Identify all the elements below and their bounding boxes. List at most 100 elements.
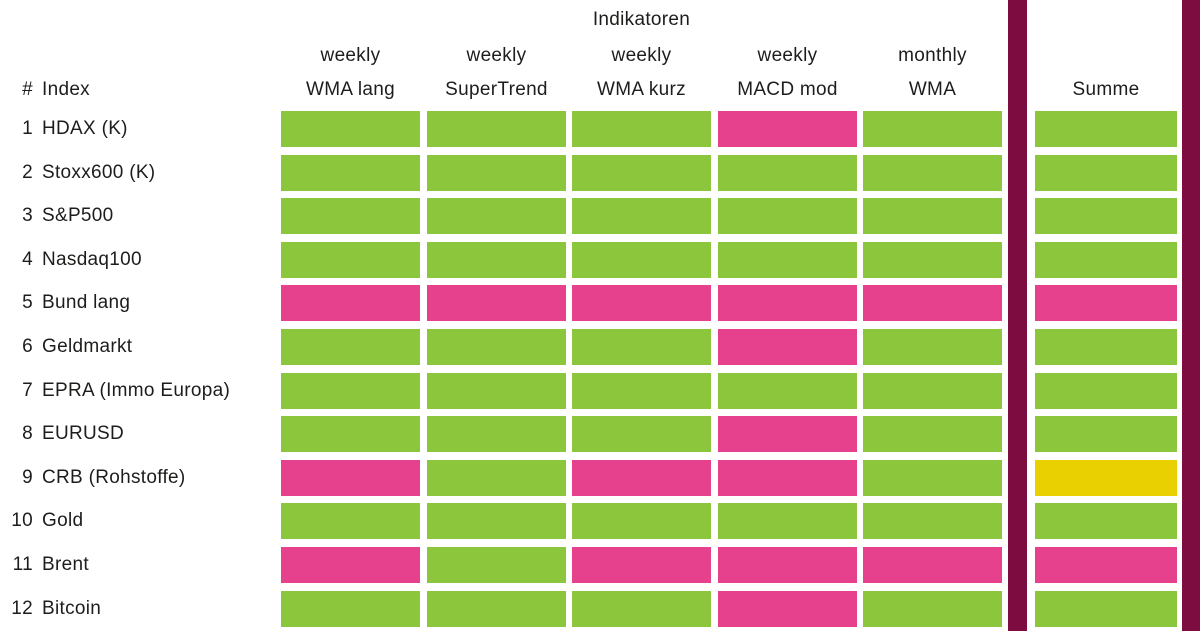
signal-cell-monthly-wma <box>863 590 1002 627</box>
row-index-name: Bitcoin <box>42 597 102 619</box>
signal-cell-macd-mod <box>718 547 857 583</box>
row-number: 11 <box>12 554 33 575</box>
row-number: 1 <box>22 118 33 139</box>
table-row: 11 Brent <box>0 547 1200 583</box>
signal-cell-wma-lang <box>281 459 420 496</box>
signal-cell-supertrend <box>427 590 566 627</box>
signal-cell-wma-lang <box>281 198 420 235</box>
col-header-supertrend: SuperTrend <box>445 79 548 100</box>
row-label: 2 Stoxx600 (K) <box>0 155 155 191</box>
summe-cell <box>1035 590 1177 627</box>
col-period-wma-lang: weekly <box>320 45 381 66</box>
summe-cell <box>1035 198 1177 235</box>
row-number: 5 <box>22 292 33 314</box>
signal-cell-wma-kurz <box>572 241 711 278</box>
signal-cell-wma-kurz <box>572 590 711 627</box>
row-number: 8 <box>22 423 33 445</box>
row-index-name: EURUSD <box>42 423 125 445</box>
signal-cell-supertrend <box>427 459 566 496</box>
row-number: 2 <box>22 161 33 183</box>
table-row: 2 Stoxx600 (K) <box>0 154 1200 191</box>
signal-cell-macd-mod <box>718 111 857 147</box>
row-index-name: Stoxx600 (K) <box>42 161 156 183</box>
signal-cell-monthly-wma <box>863 372 1002 409</box>
col-header-wma-lang: WMA lang <box>306 79 395 100</box>
row-label: 1 HDAX (K) <box>0 111 128 147</box>
signal-cell-macd-mod <box>718 241 857 278</box>
signal-cell-wma-lang <box>281 547 420 583</box>
signal-cell-supertrend <box>427 503 566 540</box>
row-number: 9 <box>22 466 33 488</box>
summe-cell <box>1035 241 1177 278</box>
signal-cell-supertrend <box>427 329 566 365</box>
signal-cell-supertrend <box>427 154 566 191</box>
signal-cell-wma-kurz <box>572 416 711 453</box>
row-label: 5 Bund lang <box>0 285 130 321</box>
signal-cell-monthly-wma <box>863 416 1002 453</box>
signal-cell-supertrend <box>427 111 566 147</box>
row-label: 11 Brent <box>0 547 89 583</box>
signal-cell-wma-lang <box>281 329 420 365</box>
row-index-name: Bund lang <box>42 292 131 314</box>
signal-cell-monthly-wma <box>863 329 1002 365</box>
table-row: 12 Bitcoin <box>0 590 1200 627</box>
row-label: 9 CRB (Rohstoffe) <box>0 460 186 496</box>
summe-cell <box>1035 111 1177 147</box>
signal-cell-wma-lang <box>281 590 420 627</box>
row-index-name: CRB (Rohstoffe) <box>42 466 186 488</box>
signal-cell-wma-kurz <box>572 111 711 147</box>
signal-cell-wma-kurz <box>572 198 711 235</box>
row-index-name: S&P500 <box>42 205 114 227</box>
row-number: 3 <box>22 205 33 227</box>
row-number: 12 <box>11 597 33 619</box>
signal-cell-macd-mod <box>718 459 857 496</box>
signal-cell-supertrend <box>427 198 566 235</box>
row-number: 7 <box>22 379 33 401</box>
row-label: 4 Nasdaq100 <box>0 242 142 278</box>
divider-bar-left <box>1008 0 1027 631</box>
signal-cell-wma-kurz <box>572 372 711 409</box>
signal-cell-wma-kurz <box>572 154 711 191</box>
table-row: 1 HDAX (K) <box>0 111 1200 147</box>
signal-cell-supertrend <box>427 416 566 453</box>
row-index-name: Geldmarkt <box>42 336 133 357</box>
signal-cell-macd-mod <box>718 329 857 365</box>
col-header-monthly-wma: WMA <box>908 79 957 100</box>
signal-cell-monthly-wma <box>863 459 1002 496</box>
summe-cell <box>1035 459 1177 496</box>
signal-cell-macd-mod <box>718 590 857 627</box>
signal-cell-wma-kurz <box>572 459 711 496</box>
row-label: 10 Gold <box>0 503 83 539</box>
signal-cell-wma-kurz <box>572 329 711 365</box>
signal-cell-macd-mod <box>718 416 857 453</box>
table-row: 5 Bund lang <box>0 285 1200 322</box>
signal-cell-supertrend <box>427 285 566 322</box>
table-row: 6 Geldmarkt <box>0 329 1200 365</box>
index-header-label: Index <box>42 79 90 100</box>
signal-cell-macd-mod <box>718 154 857 191</box>
table-row: 9 CRB (Rohstoffe) <box>0 459 1200 496</box>
col-header-wma-kurz: WMA kurz <box>597 79 686 100</box>
table-row: 4 Nasdaq100 <box>0 241 1200 278</box>
summe-cell <box>1035 154 1177 191</box>
signal-cell-wma-lang <box>281 285 420 322</box>
summe-cell <box>1035 285 1177 322</box>
page-title: Indikatoren <box>592 9 691 30</box>
row-label: 3 S&P500 <box>0 198 114 234</box>
row-label: 8 EURUSD <box>0 416 124 452</box>
signal-cell-monthly-wma <box>863 285 1002 322</box>
hash-symbol: # <box>22 79 33 100</box>
col-period-wma-kurz: weekly <box>611 45 672 66</box>
signal-cell-monthly-wma <box>863 241 1002 278</box>
row-number: 6 <box>22 336 33 357</box>
signal-cell-wma-kurz <box>572 503 711 540</box>
table-row: 8 EURUSD <box>0 416 1200 453</box>
signal-cell-supertrend <box>427 241 566 278</box>
signal-cell-macd-mod <box>718 503 857 540</box>
signal-cell-macd-mod <box>718 285 857 322</box>
summe-cell <box>1035 503 1177 540</box>
signal-cell-supertrend <box>427 372 566 409</box>
col-header-macd-mod: MACD mod <box>737 79 838 100</box>
signal-cell-wma-lang <box>281 111 420 147</box>
